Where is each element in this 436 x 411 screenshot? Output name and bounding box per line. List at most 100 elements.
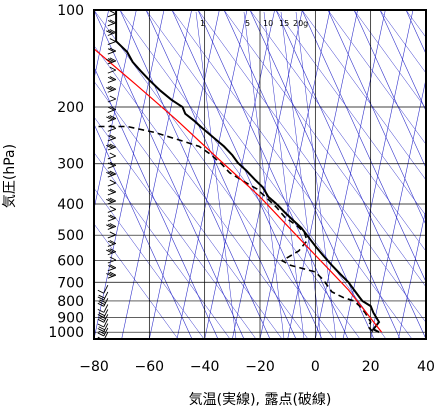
plot-frame xyxy=(93,9,427,340)
isotherm-line xyxy=(121,10,192,339)
isotherm-line xyxy=(232,10,303,339)
wind-barb-feather xyxy=(109,223,117,227)
wind-barb-feather xyxy=(109,170,117,175)
wind-barb-feather xyxy=(97,318,105,323)
y-tick-label: 600 xyxy=(57,254,84,270)
wind-barb-feather xyxy=(109,85,117,90)
wind-barb xyxy=(107,214,117,222)
wind-barb-staff xyxy=(107,182,116,187)
wind-barb xyxy=(106,197,117,205)
temperature-profile-line xyxy=(115,10,381,334)
dry-adiabat-line xyxy=(405,10,426,55)
wind-barb xyxy=(97,291,109,301)
wind-barb xyxy=(107,179,117,187)
wind-barb-feather xyxy=(98,317,105,321)
x-tick-label: −60 xyxy=(135,359,165,375)
wind-barb-staff xyxy=(107,109,116,113)
wind-barb-feather xyxy=(106,58,113,63)
wind-barb-feather xyxy=(98,326,105,331)
wind-barb-feather xyxy=(97,309,105,313)
isotherm-line xyxy=(94,10,137,211)
wind-barb-feather xyxy=(107,144,115,149)
dewpoint-profile-line xyxy=(94,125,374,333)
isotherm-line xyxy=(425,337,426,339)
wind-barb-feather xyxy=(97,332,105,337)
wind-barb-feather xyxy=(99,328,106,333)
wind-barb-staff xyxy=(103,304,109,313)
wind-barb-feather xyxy=(106,171,113,176)
moist-adiabat-guide xyxy=(94,223,179,339)
y-tick-label: 700 xyxy=(57,275,84,291)
dry-adiabat-line xyxy=(119,10,271,339)
wind-barb xyxy=(107,38,117,45)
dry-adiabat-line xyxy=(275,10,426,339)
wind-barb-feather xyxy=(109,161,117,166)
wind-barb-feather xyxy=(107,86,115,91)
wind-barb xyxy=(107,256,117,264)
moist-adiabat-guide xyxy=(405,10,426,38)
wind-barb xyxy=(107,206,117,213)
wind-barb-feather xyxy=(106,116,113,121)
moist-adiabat-guide xyxy=(145,10,387,339)
wind-barb-staff xyxy=(107,155,116,160)
wind-barb-feather xyxy=(109,106,117,110)
wind-barb xyxy=(97,318,109,328)
wind-barb-feather xyxy=(109,264,117,269)
wind-barb-feather xyxy=(107,162,115,167)
x-axis-tick-labels: −80 −60 −40 −20 0 20 40 xyxy=(79,359,435,375)
wind-barb-feather xyxy=(107,223,115,228)
wind-barb-staff xyxy=(107,243,116,247)
wind-barb-staff xyxy=(107,209,116,213)
wind-barb-staff xyxy=(107,217,116,222)
isotherm-line xyxy=(287,10,358,339)
moist-adiabat-guide xyxy=(94,187,205,339)
wind-barb-feather xyxy=(106,249,113,254)
moist-adiabat-guide xyxy=(223,10,426,288)
x-tick-label: −80 xyxy=(79,359,109,375)
wind-barb-feather xyxy=(107,272,115,277)
wind-barb-feather xyxy=(109,115,117,119)
wind-barb-feather xyxy=(109,143,117,148)
x-tick-label: −20 xyxy=(245,359,275,375)
wind-barb-feather xyxy=(107,76,115,81)
wind-barb xyxy=(107,161,117,169)
wind-barb-staff xyxy=(103,314,109,323)
wind-barb-feather xyxy=(109,231,117,236)
isotherm-line xyxy=(94,10,109,81)
wind-barb-feather xyxy=(109,197,117,202)
moist-adiabat-guide xyxy=(119,10,361,339)
wind-barb xyxy=(106,115,117,123)
y-tick-label: 100 xyxy=(57,3,84,19)
wind-barb-feather xyxy=(107,189,115,194)
wind-barb xyxy=(106,85,117,93)
wind-barb-feather xyxy=(98,330,105,335)
wind-barb-feather xyxy=(107,58,115,62)
wind-barb xyxy=(106,223,117,230)
y-tick-label: 900 xyxy=(57,310,84,326)
x-tick-label: 20 xyxy=(362,359,380,375)
x-tick-label: 0 xyxy=(311,359,320,375)
wind-barb-staff xyxy=(107,234,116,239)
isotherm-line xyxy=(204,10,275,339)
wind-barb-staff xyxy=(107,50,116,55)
wind-barb-feather xyxy=(107,265,115,269)
wind-barb-feather xyxy=(109,271,117,276)
wind-barb xyxy=(107,231,117,239)
mixing-ratio-label: 20g xyxy=(293,19,308,28)
wind-barb xyxy=(106,170,117,178)
wind-barb xyxy=(107,95,117,103)
wind-barb-staff xyxy=(103,323,109,332)
wind-barb-staff xyxy=(107,79,116,84)
wind-barb-feather xyxy=(109,38,117,42)
wind-barb-feather xyxy=(109,76,117,80)
wind-barb-feather xyxy=(99,299,106,304)
wind-barb-staff xyxy=(107,137,116,142)
mixing-ratio-label: 5 xyxy=(245,19,250,28)
wind-barb xyxy=(107,152,117,160)
wind-barb-feather xyxy=(98,301,105,305)
wind-barb xyxy=(107,240,117,247)
x-axis-title: 気温(実線), 露点(破線) xyxy=(189,392,332,408)
moist-adiabat-guide xyxy=(94,116,257,339)
wind-barb-staff xyxy=(103,327,109,337)
